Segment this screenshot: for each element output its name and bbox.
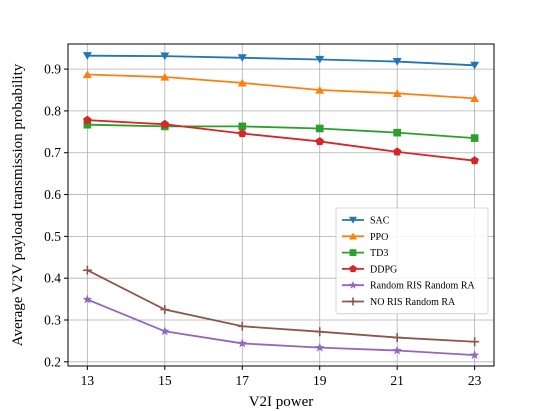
series-sac [82, 52, 480, 70]
data-point-marker [349, 249, 357, 256]
y-tick-label: 0.4 [44, 271, 61, 286]
data-point-marker [160, 326, 170, 336]
data-point-marker [82, 70, 92, 79]
legend-label: PPO [370, 232, 388, 243]
legend-label: TD3 [370, 248, 388, 259]
data-point-marker [469, 350, 480, 360]
data-point-marker [392, 345, 402, 355]
y-tick-label: 0.2 [44, 354, 61, 369]
data-point-marker [237, 321, 247, 331]
x-tick-label: 19 [313, 373, 327, 388]
data-point-marker [392, 333, 402, 343]
data-point-marker [237, 338, 247, 348]
data-point-marker [160, 119, 170, 128]
data-point-marker [315, 327, 325, 337]
data-point-marker [160, 52, 170, 61]
data-point-marker [349, 264, 357, 273]
series-random-ris-random-ra [82, 294, 480, 360]
y-tick-label: 0.9 [44, 62, 61, 77]
data-point-marker [315, 55, 325, 64]
data-point-marker [82, 52, 92, 60]
series-group [82, 52, 480, 360]
data-point-marker [237, 78, 247, 87]
y-tick-label: 0.5 [44, 229, 61, 244]
data-point-marker [238, 122, 247, 131]
data-point-marker [393, 128, 402, 137]
x-tick-label: 13 [81, 373, 95, 388]
data-point-marker [315, 124, 324, 133]
data-point-marker [392, 89, 402, 97]
legend-label: DDPG [370, 264, 397, 275]
y-tick-label: 0.8 [44, 103, 61, 118]
y-axis-label: Average V2V payload transmission probabi… [10, 63, 26, 346]
legend-entry: SAC [342, 216, 390, 227]
data-point-marker [392, 147, 402, 156]
data-point-marker [82, 294, 93, 304]
legend-entry: PPO [342, 232, 388, 243]
legend-entry: TD3 [342, 248, 388, 259]
data-point-marker [315, 136, 325, 146]
series-line [86, 269, 475, 343]
series-ddpg [83, 115, 479, 165]
data-point-marker [470, 94, 480, 102]
data-point-marker [349, 232, 357, 240]
legend-label: Random RIS Random RA [370, 281, 476, 292]
legend-label: NO RIS Random RA [370, 297, 456, 308]
y-tick-label: 0.3 [44, 313, 61, 328]
data-point-marker [82, 265, 92, 275]
x-tick-label: 17 [236, 373, 250, 388]
series-line [87, 298, 475, 357]
data-point-marker [83, 115, 92, 124]
legend-entry: NO RIS Random RA [342, 297, 456, 308]
data-point-marker [470, 134, 479, 142]
data-point-marker [470, 156, 479, 165]
legend-label: SAC [370, 216, 390, 227]
x-tick-label: 23 [468, 373, 482, 388]
data-point-marker [348, 280, 358, 289]
x-tick-label: 15 [158, 373, 172, 388]
data-point-marker [160, 305, 170, 315]
y-tick-label: 0.7 [44, 145, 61, 160]
x-axis-label: V2I power [249, 394, 314, 410]
plot-area-frame [67, 43, 495, 367]
data-point-marker [315, 342, 325, 352]
data-point-marker [160, 72, 170, 81]
data-point-marker [470, 337, 480, 347]
legend-entry: DDPG [342, 264, 397, 275]
data-point-marker [470, 61, 480, 70]
legend-box [335, 207, 489, 315]
y-tick-label: 0.6 [44, 187, 61, 202]
data-point-marker [83, 120, 92, 129]
series-td3 [83, 120, 479, 142]
x-tick-label: 21 [390, 373, 404, 388]
series-line [87, 54, 475, 67]
series-no-ris-random-ra [82, 265, 480, 347]
data-point-marker [315, 85, 325, 94]
series-line [87, 73, 475, 100]
series-ppo [82, 70, 480, 102]
data-point-marker [349, 297, 357, 306]
data-point-marker [349, 216, 357, 224]
legend-entry: Random RIS Random RA [342, 281, 476, 292]
series-line [87, 119, 475, 162]
data-point-marker [237, 54, 247, 62]
data-point-marker [392, 57, 402, 66]
legend: SAC PPO TD3 DDPG Random RIS Random RA NO RIS … [335, 207, 489, 315]
series-line [87, 123, 475, 139]
data-point-marker [237, 128, 247, 138]
axis-ticks: 13 15 17 19 21 23 0.2 0.3 0.4 0.5 0.6 0.7 0.8 0.9 [44, 62, 482, 388]
